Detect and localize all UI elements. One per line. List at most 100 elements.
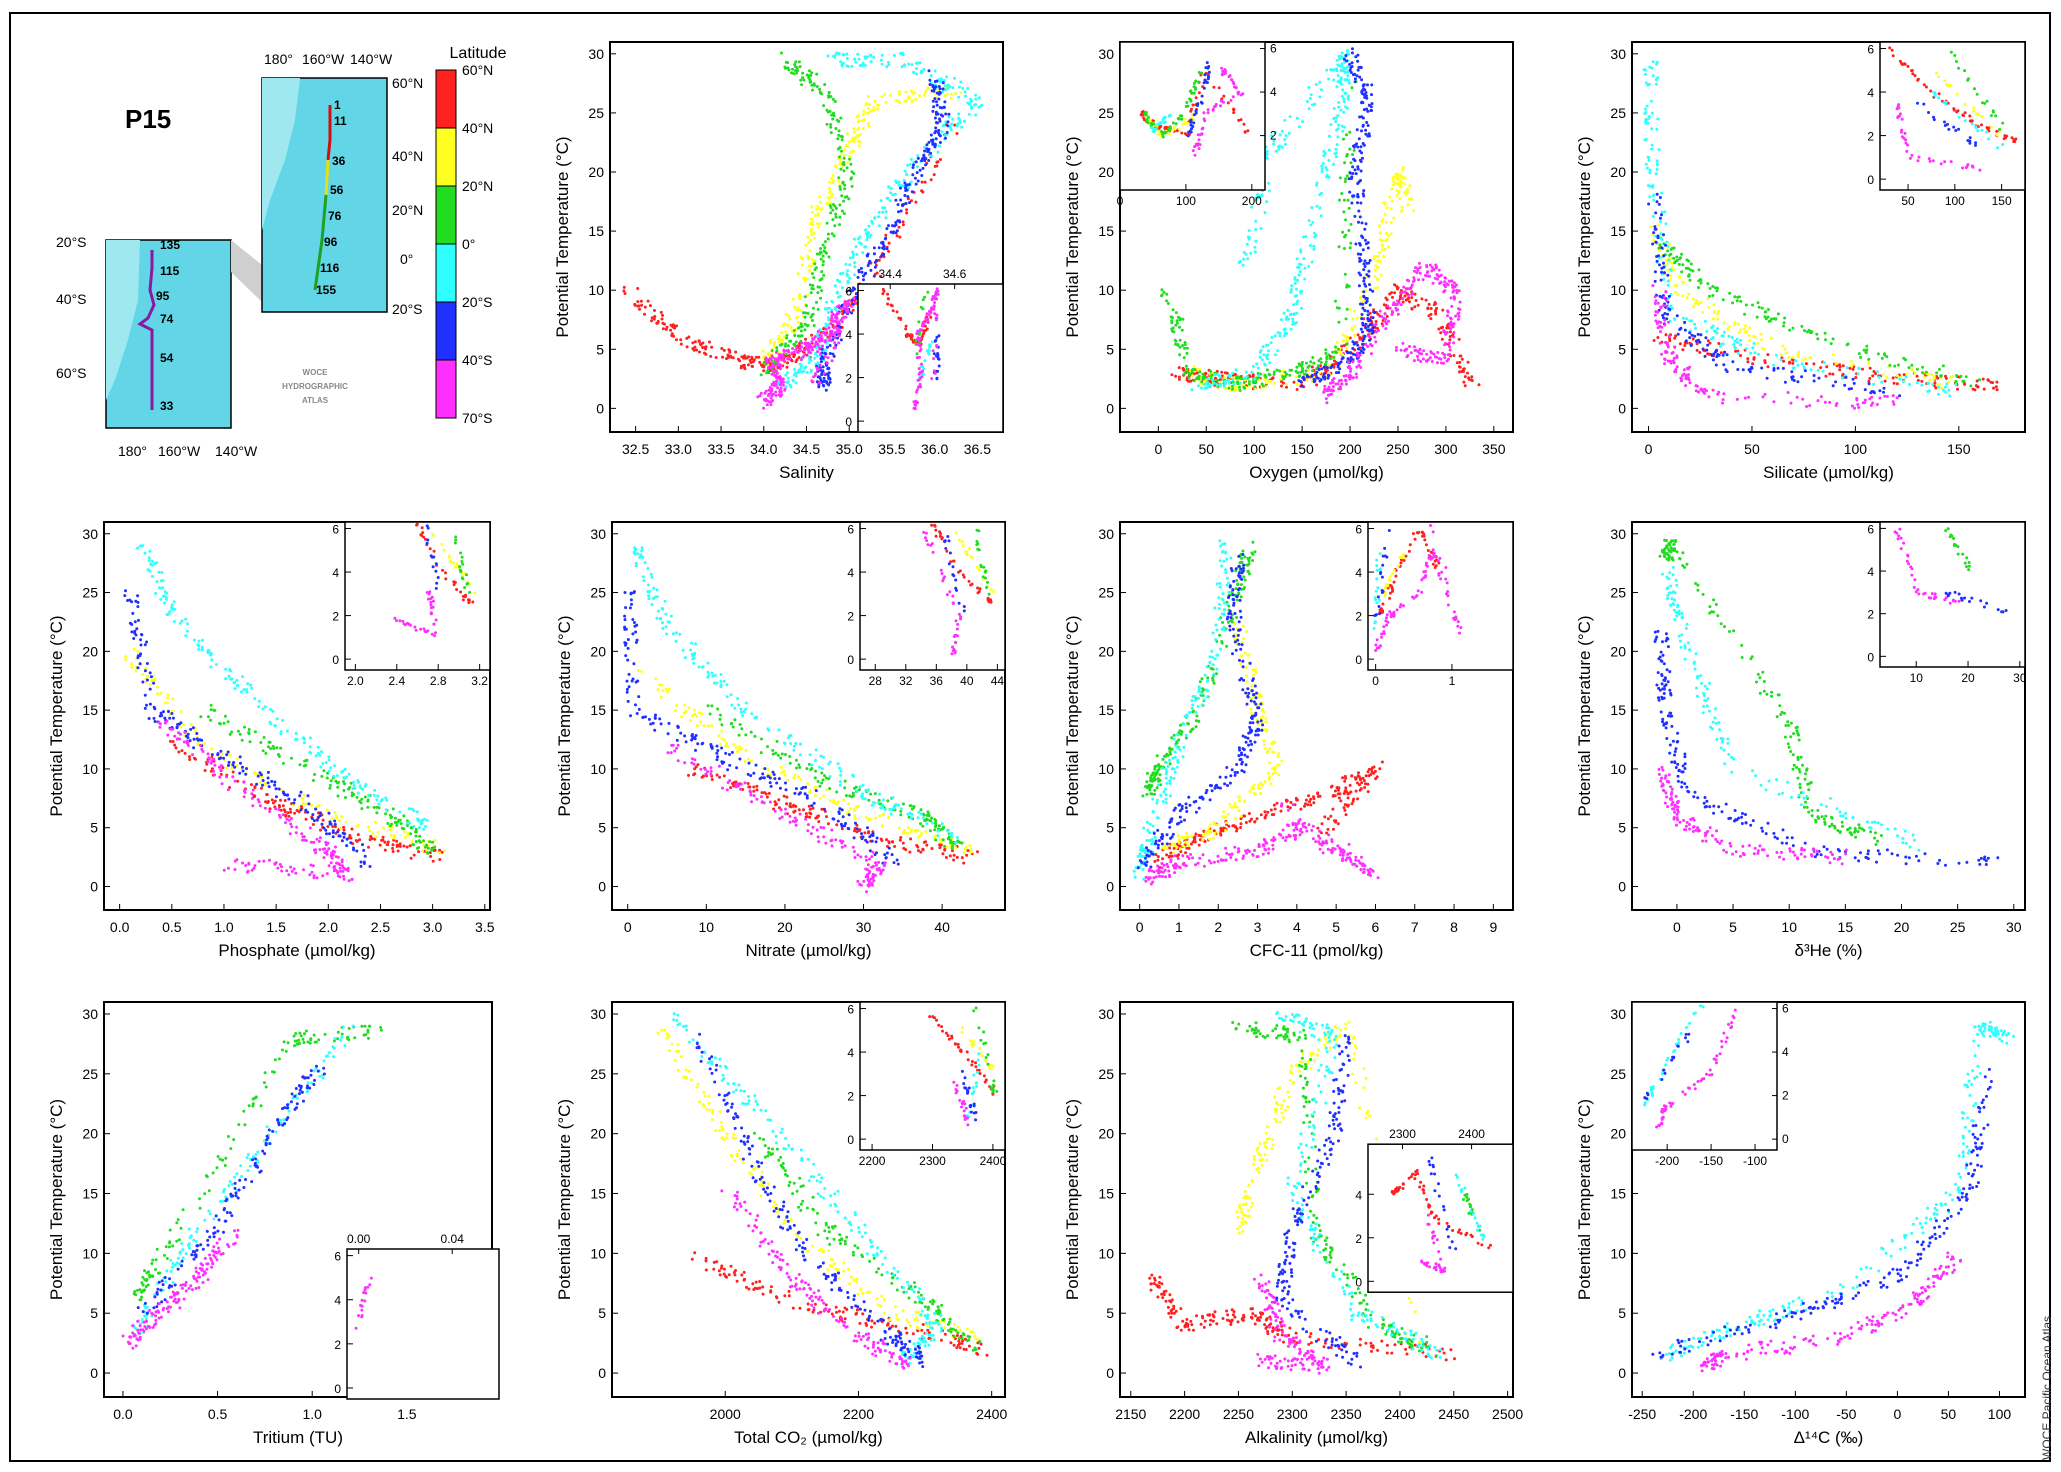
- map-large: 180° 160°W 140°W 60°N 40°N 20°N 0° 20°S …: [261, 51, 423, 317]
- legend-band: [435, 243, 457, 303]
- data-point: [1246, 129, 1250, 133]
- data-point: [774, 351, 778, 354]
- data-point: [1893, 364, 1897, 368]
- data-point: [828, 180, 832, 184]
- data-point: [929, 138, 933, 142]
- data-point: [1281, 375, 1285, 378]
- data-point: [1444, 332, 1448, 336]
- data-point: [816, 350, 820, 354]
- data-point: [1334, 371, 1338, 375]
- data-point: [1452, 341, 1456, 345]
- data-point: [1869, 403, 1873, 407]
- data-point: [369, 835, 373, 838]
- data-point: [1338, 176, 1342, 180]
- x-tick-label: 3.5: [475, 919, 495, 935]
- data-point: [950, 122, 954, 126]
- data-point: [1755, 341, 1759, 345]
- data-point: [1846, 342, 1850, 346]
- data-point: [1387, 234, 1391, 238]
- data-point: [1934, 386, 1938, 390]
- data-point: [1451, 325, 1455, 329]
- data-point: [1701, 310, 1705, 314]
- data-point: [845, 304, 849, 307]
- data-point: [1291, 320, 1295, 324]
- data-point: [838, 329, 842, 333]
- data-point: [1266, 349, 1270, 353]
- data-point: [1733, 339, 1737, 343]
- data-point: [1809, 356, 1812, 360]
- data-point: [869, 268, 873, 272]
- data-point: [1244, 370, 1248, 374]
- data-point: [1469, 378, 1473, 382]
- data-point: [1662, 304, 1666, 307]
- data-point: [823, 83, 827, 86]
- data-point: [960, 125, 964, 129]
- data-point: [1652, 193, 1656, 197]
- data-point: [831, 323, 835, 327]
- data-point: [899, 198, 903, 202]
- data-point: [847, 155, 851, 159]
- data-point: [1256, 366, 1260, 370]
- data-point: [778, 338, 782, 342]
- data-point: [798, 297, 802, 301]
- data-point: [896, 99, 900, 103]
- data-point: [1654, 299, 1658, 303]
- data-point: [903, 63, 907, 67]
- x-axis-label: Silicate (µmol/kg): [1763, 463, 1894, 482]
- data-point: [1215, 383, 1219, 387]
- data-point: [1177, 366, 1181, 370]
- data-point: [818, 363, 822, 367]
- data-point: [923, 91, 927, 95]
- data-point: [1949, 50, 1953, 54]
- data-point: [1164, 131, 1168, 134]
- data-point: [1331, 378, 1334, 382]
- data-point: [762, 369, 766, 373]
- data-point: [1345, 152, 1349, 156]
- data-point: [1323, 387, 1327, 391]
- data-point: [819, 247, 823, 250]
- data-point: [887, 224, 890, 228]
- y-tick-label: 0: [845, 415, 852, 429]
- data-point: [765, 359, 769, 363]
- data-point: [652, 317, 656, 321]
- data-point: [1896, 363, 1900, 367]
- data-point: [1139, 113, 1143, 117]
- data-point: [828, 336, 832, 340]
- data-point: [1824, 374, 1828, 378]
- data-point: [834, 313, 838, 317]
- data-point: [850, 304, 854, 308]
- legend-label: 40°S: [462, 352, 493, 368]
- data-point: [1398, 178, 1402, 182]
- data-point: [1413, 305, 1417, 309]
- data-point: [1200, 101, 1204, 105]
- data-point: [1193, 153, 1197, 157]
- data-point: [1727, 334, 1731, 338]
- data-point: [1373, 286, 1377, 290]
- data-point: [1748, 338, 1752, 342]
- data-point: [1404, 287, 1408, 291]
- data-point: [806, 311, 810, 315]
- data-point: [887, 249, 891, 253]
- data-point: [1218, 378, 1222, 382]
- data-point: [1218, 384, 1222, 387]
- watermark-line: WOCE: [303, 368, 329, 377]
- data-point: [1439, 281, 1443, 285]
- data-point: [927, 140, 931, 144]
- data-point: [770, 364, 774, 368]
- data-point: [771, 399, 775, 402]
- data-point: [1153, 129, 1157, 133]
- data-point: [1446, 309, 1450, 313]
- data-point: [1399, 184, 1403, 188]
- data-point: [1384, 231, 1388, 235]
- data-point: [661, 313, 664, 317]
- data-point: [1370, 109, 1374, 112]
- data-point: [1295, 383, 1299, 386]
- data-point: [856, 120, 860, 124]
- data-point: [1970, 122, 1974, 126]
- data-point: [872, 246, 876, 250]
- data-point: [905, 173, 908, 176]
- data-point: [1434, 310, 1438, 314]
- data-point: [917, 385, 921, 389]
- data-point: [1344, 317, 1348, 321]
- data-point: [1448, 348, 1452, 352]
